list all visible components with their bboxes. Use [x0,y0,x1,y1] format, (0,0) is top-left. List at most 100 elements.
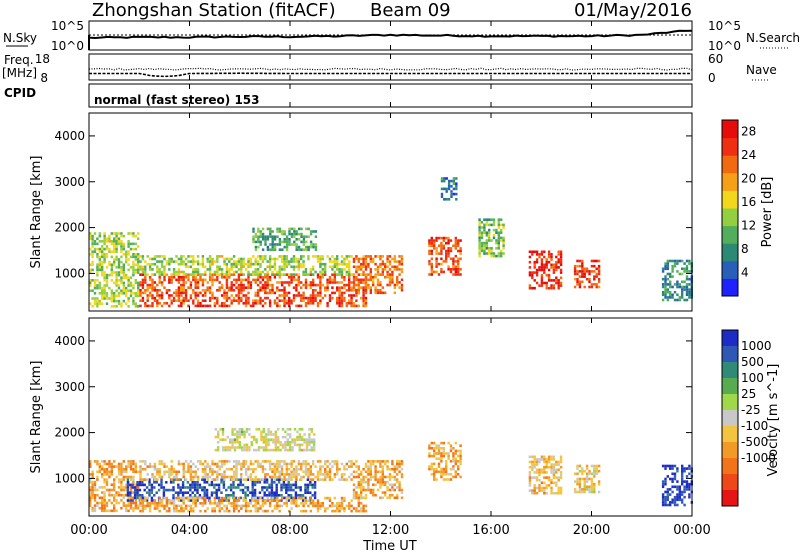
scatter-cell [213,486,216,489]
scatter-cell [257,235,260,238]
scatter-cell [120,478,123,481]
scatter-cell [340,281,344,284]
scatter-cell [240,462,243,466]
scatter-cell [180,302,183,305]
scatter-cell [357,260,360,263]
scatter-cell [309,509,312,513]
scatter-cell [683,262,686,265]
scatter-cell [105,247,109,251]
scatter-cell [384,493,387,497]
scatter-cell [141,494,144,497]
scatter-cell [352,273,356,276]
scatter-cell [256,460,260,463]
scatter-cell [355,265,358,269]
scatter-cell [400,473,404,476]
scatter-cell [208,257,212,261]
scatter-cell [336,462,339,466]
scatter-cell [125,506,128,510]
scatter-cell [381,473,384,476]
scatter-cell [96,255,99,259]
scatter-cell [364,281,368,284]
scatter-cell [283,502,286,505]
scatter-cell [132,302,135,305]
scatter-cell [576,283,579,286]
scatter-cell [165,291,169,295]
scatter-cell [360,262,363,266]
scatter-cell [348,283,351,287]
scatter-cell [256,507,260,510]
scatter-cell [447,265,450,268]
scatter-cell [192,255,195,258]
scatter-cell [268,268,272,271]
scatter-cell [348,507,351,510]
scatter-cell [304,499,308,502]
scatter-cell [132,234,135,238]
scatter-cell [442,454,445,458]
scatter-cell [357,257,360,261]
scatter-cell [593,467,596,470]
scatter-cell [267,448,270,452]
scatter-cell [126,494,130,497]
scatter-cell [198,486,202,489]
scatter-cell [664,285,667,289]
scatter-cell [138,488,142,492]
scatter-cell [355,465,358,468]
scatter-cell [187,299,190,302]
scatter-cell [290,227,294,231]
scatter-cell [304,302,308,305]
scatter-cell [338,291,341,295]
scatter-cell [309,296,312,300]
scatter-cell [103,480,106,484]
scatter-cell [293,438,297,441]
scatter-cell [445,467,448,471]
scatter-cell [362,486,365,489]
scatter-cell [688,262,691,265]
scatter-cell [428,273,431,276]
scatter-cell [172,486,175,489]
x-tick-label: 12:00 [372,523,409,538]
scatter-cell [269,227,272,231]
scatter-cell [340,296,344,300]
scatter-cell [400,488,404,492]
scatter-cell [350,296,353,300]
scatter-cell [117,292,121,295]
scatter-cell [231,441,234,444]
scatter-cell [362,255,365,258]
scatter-cell [543,460,546,464]
scatter-cell [165,465,169,468]
scatter-cell [232,270,236,274]
scatter-cell [430,252,433,255]
scatter-cell [352,470,356,474]
scatter-cell [257,245,260,249]
scatter-cell [240,257,243,261]
scatter-cell [372,283,375,287]
scatter-cell [250,443,253,447]
scatter-cell [372,257,375,261]
scatter-cell [454,470,457,473]
scatter-cell [225,286,229,289]
scatter-cell [321,270,324,274]
scatter-cell [683,298,686,302]
scatter-cell [440,454,443,458]
scatter-cell [253,481,257,484]
scatter-cell [187,462,190,466]
scatter-cell [669,272,672,276]
scatter-cell [352,260,356,263]
scatter-cell [180,255,183,258]
scatter-cell [583,267,586,271]
scatter-cell [355,283,358,287]
scatter-cell [540,471,544,474]
scatter-cell [459,268,462,271]
scatter-cell [192,462,195,466]
scatter-cell [120,493,123,497]
scatter-cell [282,486,286,489]
scatter-cell [676,469,679,473]
scatter-cell [184,496,188,500]
scatter-cell [261,278,265,282]
scatter-cell [129,242,133,246]
scatter-cell [208,502,212,505]
scatter-cell [278,294,281,297]
scatter-cell [304,286,308,289]
scatter-cell [244,302,248,305]
scatter-cell [289,433,292,436]
